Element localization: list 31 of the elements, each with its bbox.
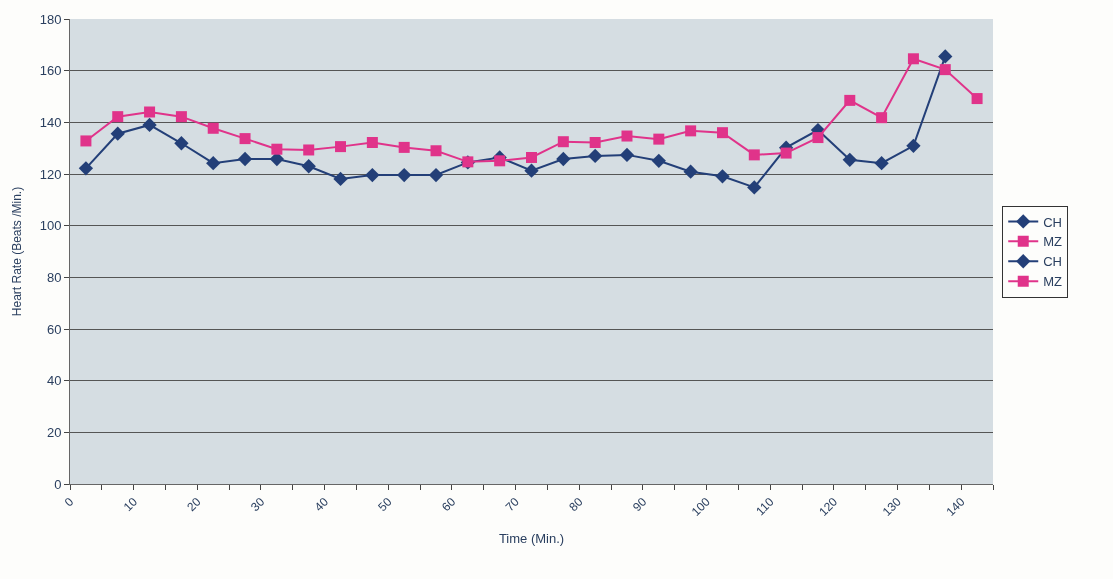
x-tick-label: 10 bbox=[120, 494, 141, 515]
y-tick-label: 100 bbox=[39, 218, 62, 234]
x-tick-label: 30 bbox=[247, 494, 268, 515]
y-tick-label: 80 bbox=[46, 269, 62, 285]
y-tick-label: 0 bbox=[54, 476, 62, 492]
x-tick-label: 90 bbox=[629, 494, 650, 515]
x-tick-label: 0 bbox=[61, 494, 77, 510]
y-tick-label: 20 bbox=[46, 424, 62, 440]
x-tick-label: 20 bbox=[184, 494, 204, 515]
x-tick-label: 120 bbox=[816, 494, 841, 519]
y-axis-title: Heart Rate (Beats /Min.) bbox=[10, 186, 24, 317]
y-tick-label: 60 bbox=[46, 321, 62, 337]
y-tick-label: 40 bbox=[46, 373, 62, 389]
x-tick-label: 140 bbox=[943, 494, 968, 519]
x-axis-title: Time (Min.) bbox=[498, 530, 565, 546]
legend-label: CH bbox=[1043, 254, 1063, 270]
y-tick-label: 120 bbox=[39, 166, 62, 182]
x-tick-label: 40 bbox=[311, 494, 332, 515]
y-tick-label: 160 bbox=[39, 63, 62, 79]
x-tick-label: 110 bbox=[753, 494, 777, 519]
x-tick-label: 60 bbox=[438, 494, 459, 515]
x-tick-label: 70 bbox=[502, 494, 523, 515]
x-tick-label: 50 bbox=[375, 494, 395, 515]
legend-label: MZ bbox=[1043, 234, 1063, 250]
legend-label: CH bbox=[1043, 214, 1063, 230]
x-tick-label: 80 bbox=[566, 494, 586, 515]
y-tick-label: 140 bbox=[39, 114, 62, 130]
y-tick-label: 180 bbox=[39, 11, 62, 27]
legend-label: MZ bbox=[1043, 274, 1063, 290]
x-tick-label: 100 bbox=[688, 494, 714, 519]
x-tick-label: 130 bbox=[879, 494, 905, 519]
